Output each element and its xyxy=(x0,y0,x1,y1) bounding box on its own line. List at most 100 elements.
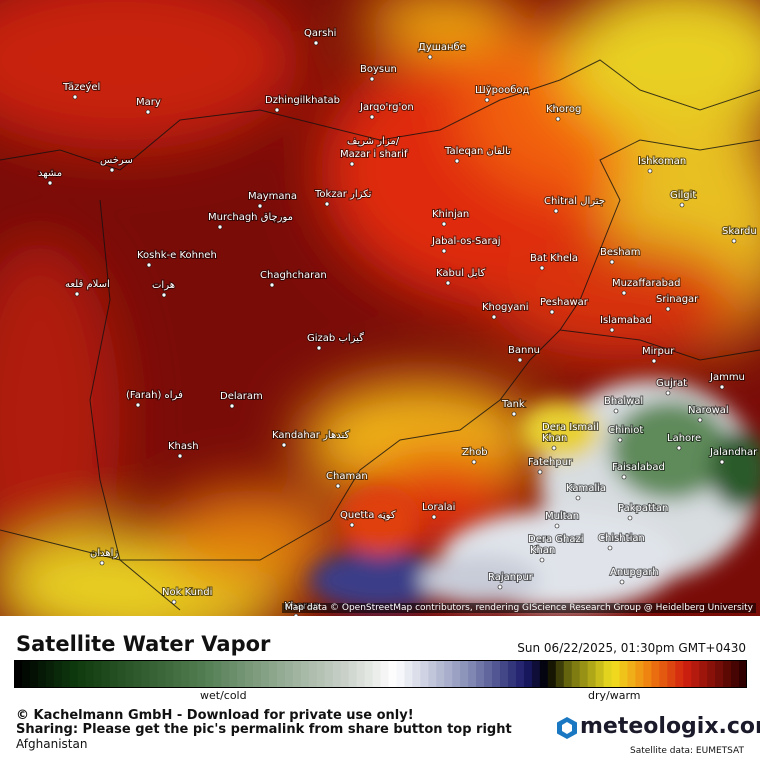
city-label: Faisalabad xyxy=(612,462,665,473)
scale-cell xyxy=(643,660,652,688)
scale-cell xyxy=(388,660,397,688)
city-label: Täzeýel xyxy=(62,81,100,93)
city-dot xyxy=(613,408,619,414)
city-dot xyxy=(627,515,633,521)
city-label: Душанбе xyxy=(418,42,466,53)
scale-cell xyxy=(356,660,366,688)
brand[interactable]: meteologix.com xyxy=(580,714,760,739)
scale-cell xyxy=(404,660,413,688)
city-label: Mirpur xyxy=(642,346,675,357)
city-dot xyxy=(609,259,615,265)
city-dot xyxy=(349,522,355,528)
city-label: Bannu xyxy=(508,345,540,356)
city-dot xyxy=(135,402,141,408)
copyright: © Kachelmann GmbH - Download for private… xyxy=(16,708,414,723)
city-label: Zhob xyxy=(462,447,488,458)
city-label: Chaman xyxy=(326,471,368,482)
city-dot xyxy=(731,238,737,244)
sharing-note: Sharing: Please get the pic's permalink … xyxy=(16,722,512,737)
city-dot xyxy=(313,40,319,46)
city-dot xyxy=(316,345,322,351)
scale-cell xyxy=(611,660,621,688)
city-dot xyxy=(607,545,613,551)
scale-cell xyxy=(436,660,445,688)
city-label: Anupgarh xyxy=(610,567,659,578)
scale-cell xyxy=(731,660,740,688)
city-label: Шўрообод xyxy=(475,84,529,96)
scale-cell xyxy=(428,660,437,688)
city-dot xyxy=(719,384,725,390)
city-label: Multan xyxy=(545,511,579,522)
city-dot xyxy=(484,97,490,103)
city-dot xyxy=(441,248,447,254)
scale-cell xyxy=(292,660,302,688)
city-label: Jarqo'rg'on xyxy=(359,102,414,113)
scale-right-label: dry/warm xyxy=(588,689,641,702)
city-dot xyxy=(679,202,685,208)
city-dot xyxy=(719,459,725,465)
scale-cell xyxy=(213,660,222,688)
scale-cell xyxy=(691,660,700,688)
city-label: Jalandhar xyxy=(709,447,758,458)
scale-cell xyxy=(300,660,310,688)
city-label: Quetta کوټه xyxy=(340,510,396,521)
scale-cell xyxy=(109,660,119,688)
scale-cell xyxy=(412,660,421,688)
city-dot xyxy=(171,599,177,605)
city-label: Khan xyxy=(530,545,555,556)
city-dot xyxy=(454,158,460,164)
scale-cell xyxy=(268,660,278,688)
brand-logo xyxy=(557,717,577,739)
city-label: Srinagar xyxy=(656,294,699,305)
scale-cell xyxy=(492,660,501,688)
city-label: Mazar i sharif xyxy=(340,149,408,160)
city-dot xyxy=(161,292,167,298)
city-dot xyxy=(537,469,543,475)
city-label: Islamabad xyxy=(600,315,652,326)
title: Satellite Water Vapor xyxy=(16,632,271,656)
scale-cell xyxy=(308,660,318,688)
scale-cell xyxy=(579,660,589,688)
scale-cell xyxy=(523,660,533,688)
city-dot xyxy=(609,327,615,333)
city-label: Dera Ismail xyxy=(542,422,599,433)
scale-cell xyxy=(547,660,557,688)
scale-cell xyxy=(29,660,39,688)
city-dot xyxy=(324,201,330,207)
city-label: Jabal-os-Saraj xyxy=(431,236,501,247)
city-label: Tank xyxy=(501,399,525,410)
scale-cell xyxy=(667,660,676,688)
scale-cell xyxy=(93,660,103,688)
map-attribution: Map data © OpenStreetMap contributors, r… xyxy=(282,603,756,613)
legend-panel: Satellite Water Vapor Sun 06/22/2025, 01… xyxy=(0,616,760,760)
scale-cell xyxy=(587,660,597,688)
city-label: مزار شریف/ xyxy=(347,136,400,147)
scale-cell xyxy=(149,660,158,688)
scale-cell xyxy=(189,660,198,688)
scale-cell xyxy=(484,660,493,688)
scale-cell xyxy=(37,660,47,688)
city-dot xyxy=(369,76,375,82)
scale-cell xyxy=(316,660,326,688)
scale-cell xyxy=(380,660,389,688)
scale-cell xyxy=(85,660,95,688)
scale-cell xyxy=(627,660,636,688)
scale-cell xyxy=(659,660,668,688)
city-dot xyxy=(619,579,625,585)
scale-cell xyxy=(173,660,182,688)
scale-cell xyxy=(699,660,708,688)
city-dot xyxy=(146,262,152,268)
scale-cell xyxy=(619,660,628,688)
scale-cell xyxy=(284,660,294,688)
city-dot xyxy=(551,445,557,451)
city-label: Tokzar تکزار xyxy=(314,189,372,200)
city-label: Murchagh مورچاق xyxy=(208,212,293,223)
city-dot xyxy=(697,417,703,423)
city-dot xyxy=(555,116,561,122)
scale-frame xyxy=(14,660,747,688)
city-dot xyxy=(539,265,545,271)
city-label: Skardu xyxy=(722,226,757,237)
scale-cell xyxy=(324,660,334,688)
city-dot xyxy=(177,453,183,459)
scale-cell xyxy=(651,660,660,688)
